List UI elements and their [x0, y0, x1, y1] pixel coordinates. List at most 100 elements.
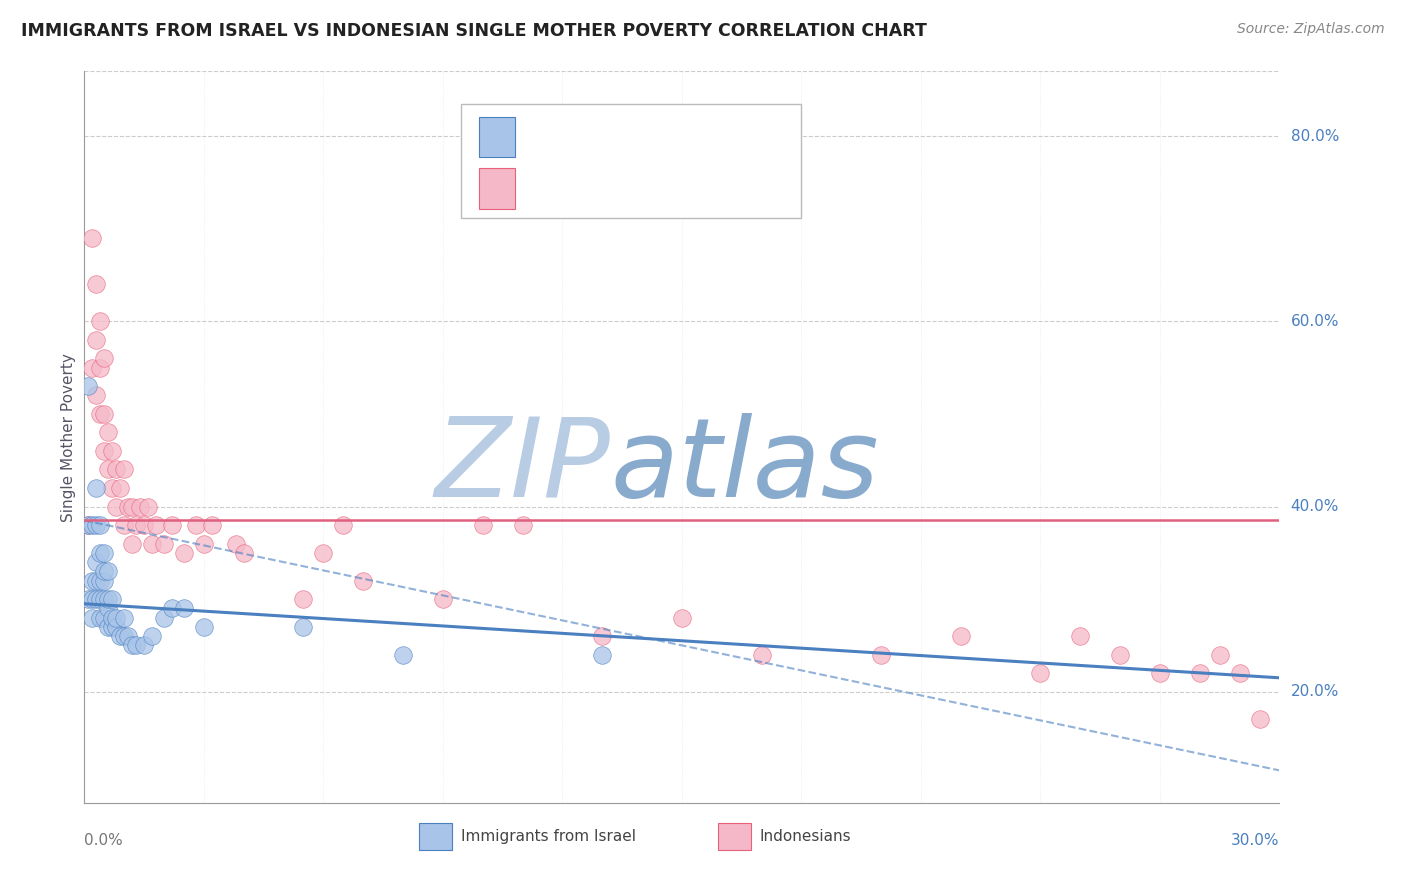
Point [82, 574, 104, 588]
Point [93, 351, 115, 366]
Text: Indonesians: Indonesians [759, 829, 851, 844]
Point [77, 592, 100, 607]
Point [141, 536, 163, 550]
Point [591, 629, 613, 643]
Point [117, 629, 139, 643]
Point [1229, 666, 1251, 681]
Point [225, 536, 247, 550]
Point [1188, 666, 1211, 681]
Point [671, 610, 693, 624]
Point [117, 500, 139, 514]
Point [105, 620, 128, 634]
Point [121, 639, 143, 653]
Text: 20.0%: 20.0% [1291, 684, 1339, 699]
Text: 30.0%: 30.0% [1232, 833, 1279, 848]
Text: 80.0%: 80.0% [1291, 128, 1339, 144]
Point [89, 546, 111, 560]
Point [101, 481, 124, 495]
Point [112, 610, 135, 624]
Point [86, 277, 108, 292]
Point [105, 462, 128, 476]
Point [193, 536, 215, 550]
Point [89, 314, 111, 328]
Point [112, 518, 135, 533]
Point [129, 500, 152, 514]
Point [160, 518, 183, 533]
Point [82, 518, 104, 533]
Point [82, 360, 104, 375]
Text: 0.0%: 0.0% [84, 833, 124, 848]
Point [89, 574, 111, 588]
Point [97, 425, 120, 440]
Point [132, 639, 156, 653]
Point [312, 546, 335, 560]
Point [89, 592, 111, 607]
Point [89, 407, 111, 421]
Point [93, 565, 115, 579]
Point [1109, 648, 1132, 662]
Point [82, 231, 104, 245]
Y-axis label: Single Mother Poverty: Single Mother Poverty [60, 352, 76, 522]
Point [751, 648, 773, 662]
Point [97, 620, 120, 634]
FancyBboxPatch shape [479, 169, 515, 209]
FancyBboxPatch shape [419, 822, 453, 850]
Point [105, 610, 128, 624]
Point [145, 518, 167, 533]
Point [1149, 666, 1171, 681]
Point [1069, 629, 1091, 643]
Point [201, 518, 224, 533]
Point [870, 648, 893, 662]
Point [93, 444, 115, 458]
Point [93, 610, 115, 624]
Point [392, 648, 415, 662]
Point [121, 536, 143, 550]
Point [1209, 648, 1232, 662]
Point [332, 518, 354, 533]
Point [97, 565, 120, 579]
Text: ZIP: ZIP [434, 413, 610, 520]
Point [93, 546, 115, 560]
Text: Source: ZipAtlas.com: Source: ZipAtlas.com [1237, 22, 1385, 37]
FancyBboxPatch shape [461, 104, 801, 218]
Text: 60.0%: 60.0% [1291, 314, 1339, 329]
Point [432, 592, 454, 607]
Point [86, 388, 108, 402]
Point [86, 555, 108, 569]
Point [101, 444, 124, 458]
Point [86, 574, 108, 588]
Point [512, 518, 534, 533]
Point [184, 518, 207, 533]
Point [136, 500, 159, 514]
Point [77, 379, 100, 393]
Point [132, 518, 156, 533]
Point [93, 407, 115, 421]
Point [173, 546, 195, 560]
Point [110, 629, 132, 643]
Point [232, 546, 254, 560]
Point [141, 629, 163, 643]
Point [1029, 666, 1052, 681]
Point [112, 462, 135, 476]
Point [112, 629, 135, 643]
Point [153, 536, 176, 550]
Point [89, 610, 111, 624]
Point [153, 610, 176, 624]
Point [86, 518, 108, 533]
Point [292, 592, 315, 607]
Point [121, 500, 143, 514]
Point [591, 648, 613, 662]
FancyBboxPatch shape [718, 822, 751, 850]
Point [160, 601, 183, 615]
Point [97, 462, 120, 476]
Text: 40.0%: 40.0% [1291, 499, 1339, 514]
Point [97, 592, 120, 607]
Text: Immigrants from Israel: Immigrants from Israel [461, 829, 636, 844]
Text: atlas: atlas [610, 413, 879, 520]
Point [471, 518, 494, 533]
Point [105, 500, 128, 514]
Point [93, 574, 115, 588]
Point [101, 610, 124, 624]
Point [97, 601, 120, 615]
Point [193, 620, 215, 634]
